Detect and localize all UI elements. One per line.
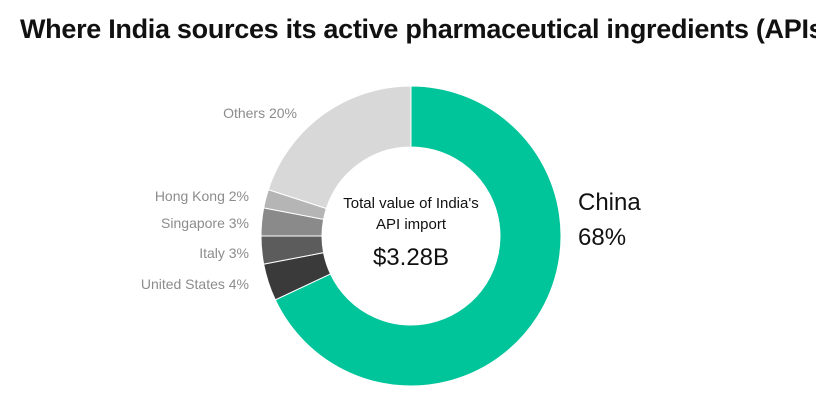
slice-label-others: Others 20% [223,105,297,121]
slice-label-italy: Italy 3% [199,245,249,261]
center-label: Total value of India's API import $3.28B [343,195,478,271]
center-caption-line-2: API import [376,216,447,233]
slice-label-hong-kong: Hong Kong 2% [155,188,249,204]
center-caption-line-1: Total value of India's [343,195,478,212]
slice-label-united-states: United States 4% [141,276,249,292]
center-value: $3.28B [373,244,449,271]
slice-label-china-value: 68% [578,224,626,251]
slice-others [267,85,412,210]
slice-china [274,85,562,387]
chart-title: Where India sources its active pharmaceu… [20,14,816,44]
slice-label-china-name: China [578,189,641,216]
slice-labels: China 68% United States 4% Italy 3% Singapor… [141,105,642,292]
slice-label-singapore: Singapore 3% [161,215,249,231]
donut-slices [260,85,562,387]
